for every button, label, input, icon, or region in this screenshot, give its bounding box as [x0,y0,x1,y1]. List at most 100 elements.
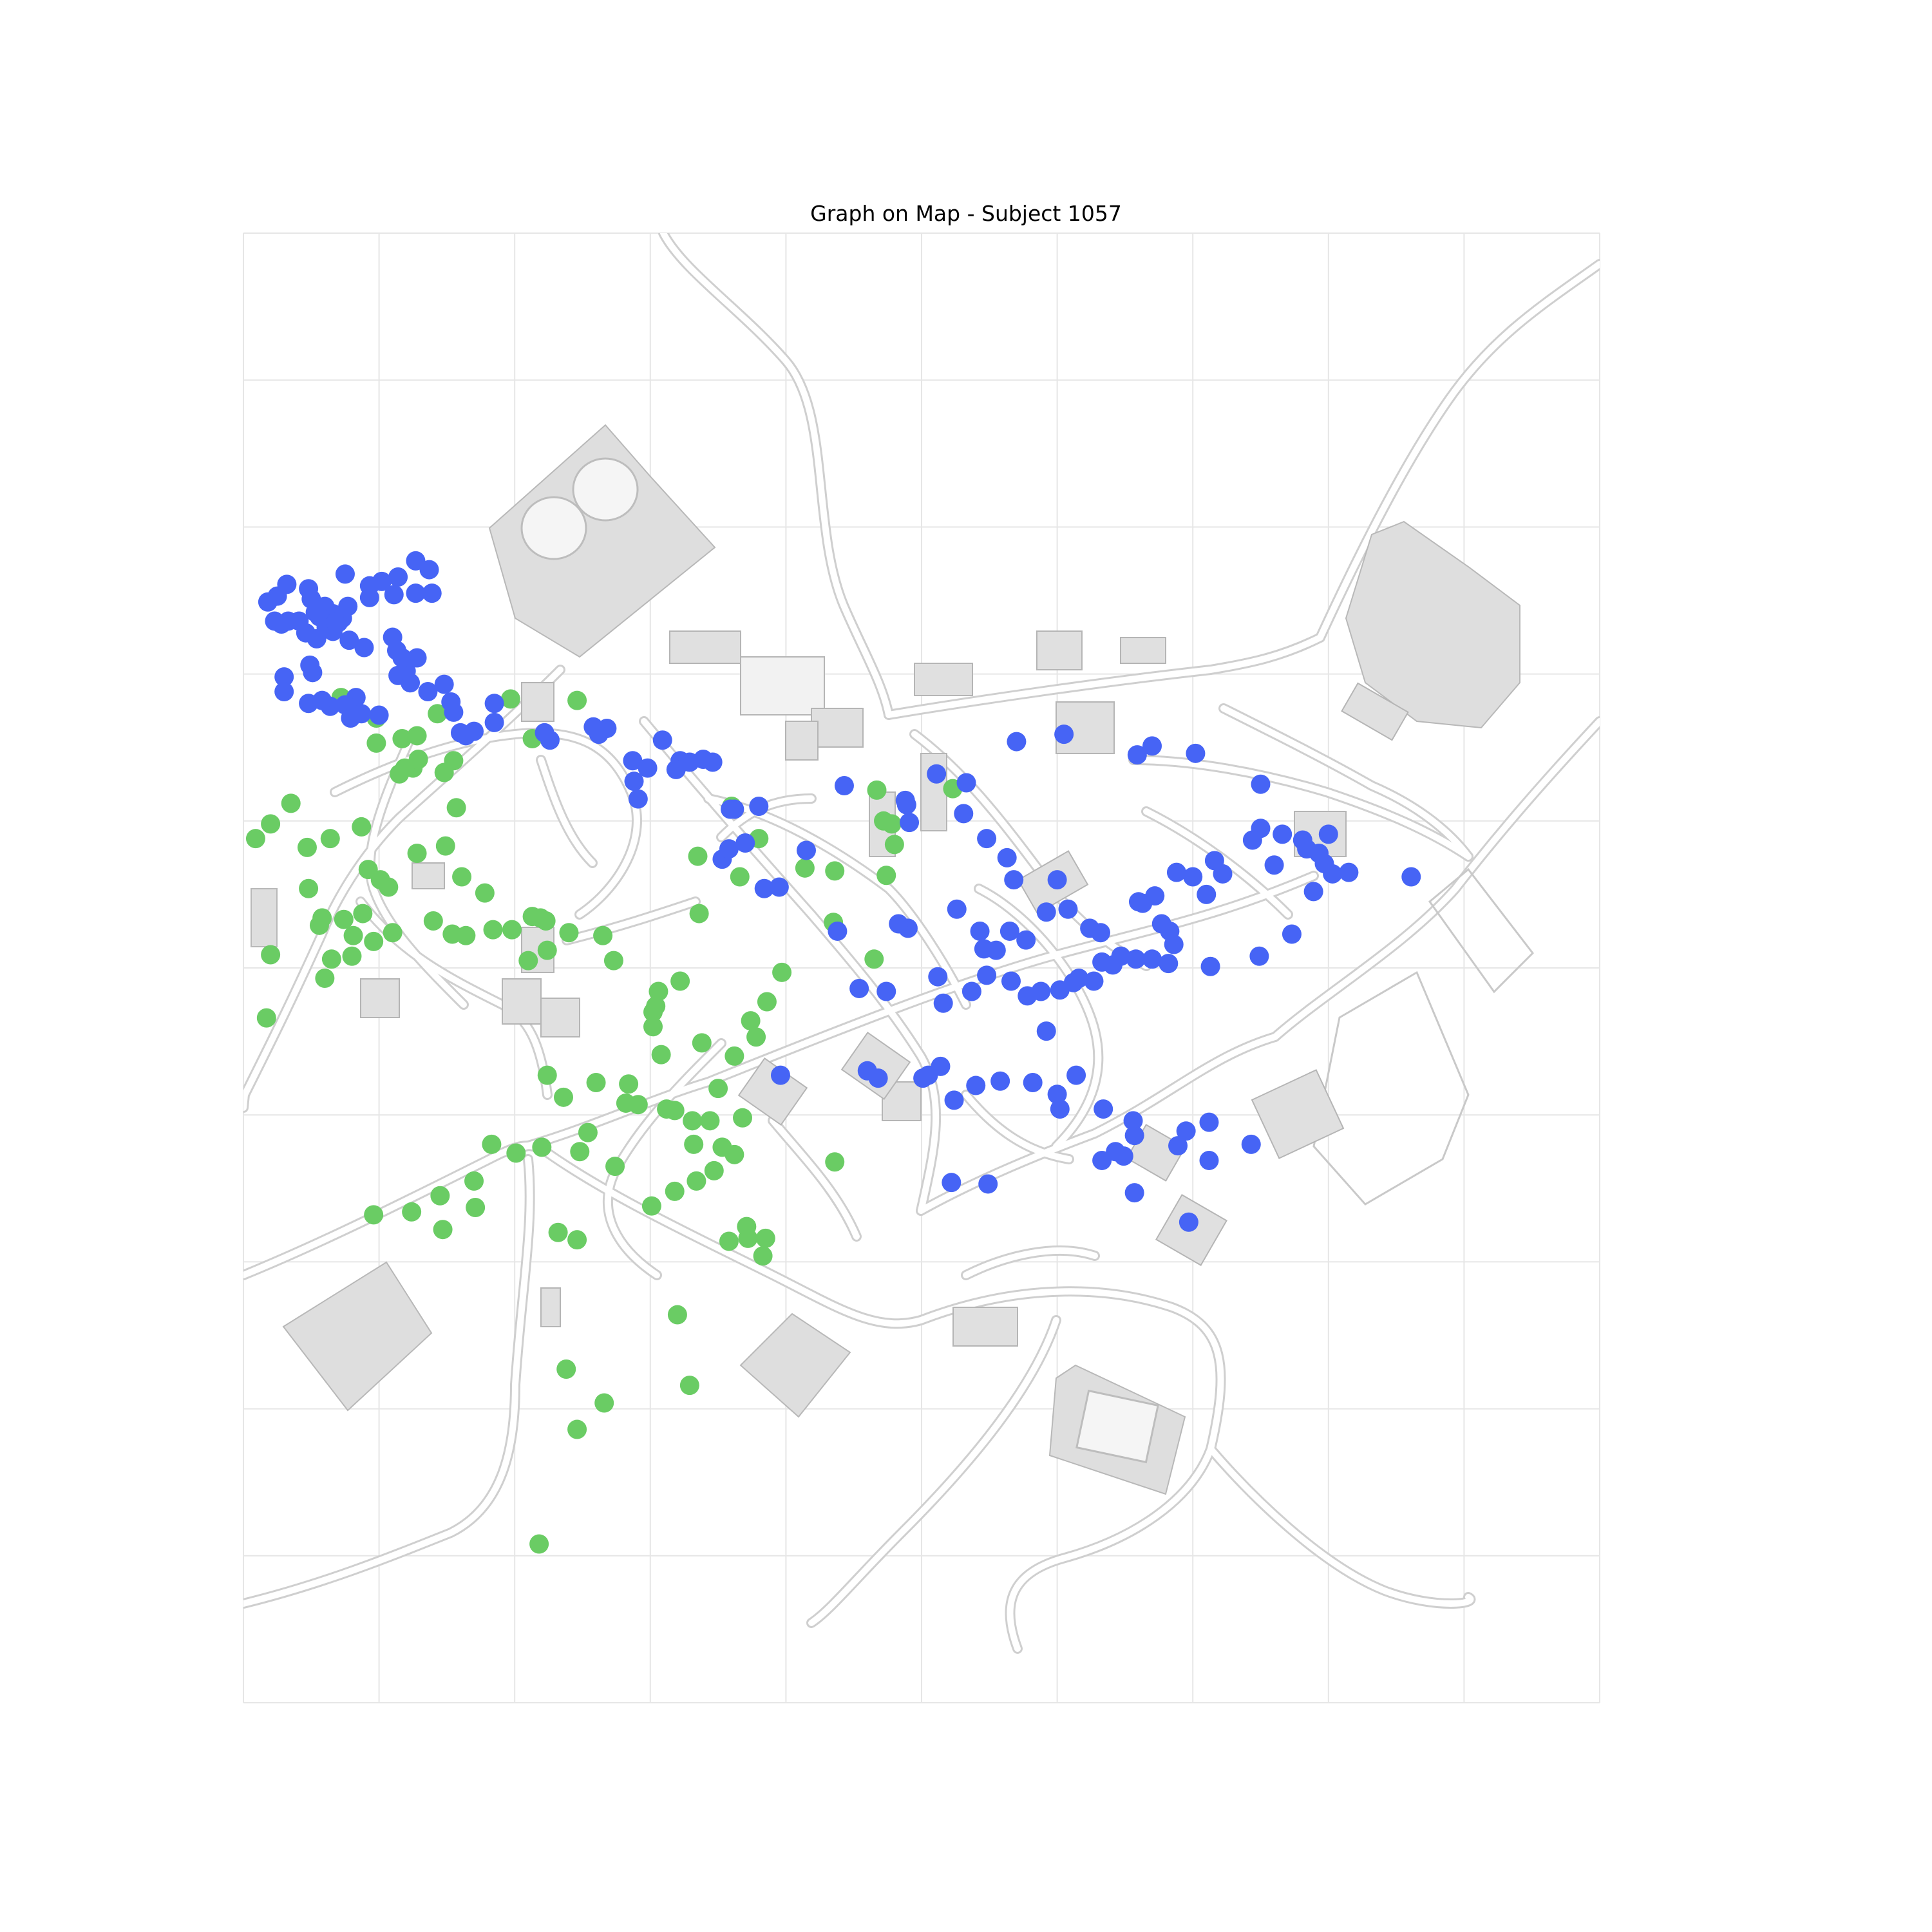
map-point [407,648,427,668]
map-point [755,1228,775,1248]
map-point [441,692,461,712]
map-point [689,904,709,923]
map-point [828,921,848,941]
map-point [1168,1136,1188,1156]
map-point [1318,824,1338,844]
map-point [1047,870,1067,890]
map-point [483,920,503,940]
map-point [335,564,355,584]
map-point [1199,1112,1219,1132]
map-point [1249,946,1269,966]
map-point [567,1419,587,1439]
map-point [482,1134,502,1154]
map-point [261,814,281,834]
map-point [1200,956,1220,976]
map-point [315,968,335,988]
map-point [928,967,948,987]
map-point [603,951,623,971]
map-point [638,758,658,778]
map-point [406,551,426,571]
map-point [649,981,668,1001]
map-point [464,1171,484,1191]
map-point [665,1101,685,1121]
map-point [1176,1121,1196,1141]
map-point [583,717,603,737]
map-point [719,839,739,859]
map-point [628,789,648,809]
map-point [1031,981,1051,1001]
map-point [874,811,894,831]
map-point [359,576,379,596]
map-point [1282,924,1302,944]
map-point [990,1071,1010,1091]
map-point [700,1111,720,1131]
map-point [896,795,916,815]
map-point [392,729,412,749]
map-point [334,909,354,929]
green-series [245,688,963,1554]
map-point [466,1197,486,1217]
map-point [338,596,358,616]
map-point [428,704,448,724]
map-point [1186,743,1206,763]
map-point [746,1027,766,1047]
map-point [1036,1021,1056,1041]
map-point [1204,851,1224,871]
map-point [1264,855,1284,875]
map-point [749,796,769,816]
map-point [1303,882,1323,902]
map-point [586,1072,606,1092]
map-point [383,923,402,943]
map-point [1242,830,1262,850]
map-point [712,1137,732,1157]
map-point [353,904,373,923]
map-point [518,951,538,971]
map-point [535,723,554,743]
map-point [1241,1134,1261,1154]
map-point [281,793,301,813]
base-map [243,233,1600,1654]
map-point [352,704,372,724]
map-point [321,949,341,969]
map-point [624,772,644,791]
map-point [456,925,476,945]
map-point [961,981,981,1001]
map-point [1126,949,1146,969]
map-point [704,1160,724,1180]
map-point [418,681,438,701]
map-point [274,667,294,687]
map-point [999,921,1019,941]
road [1270,716,1600,1042]
map-point [556,1359,576,1379]
map-point [1111,946,1131,966]
map-point [274,681,294,701]
map-point [1151,914,1171,934]
map-point [825,861,845,881]
map-point [1339,862,1359,882]
map-point [402,1202,422,1222]
map-point [735,833,755,853]
map-point [795,858,815,878]
map-point [297,837,317,857]
map-point [433,1220,453,1240]
road [1206,1444,1476,1609]
map-point [502,920,522,940]
map-point [422,583,442,603]
map-point [1183,867,1203,887]
map-point [1004,870,1024,890]
map-point [684,1134,704,1154]
map-point [559,923,579,943]
map-point [687,1171,706,1191]
map-point [719,1231,739,1251]
map-point [641,1196,661,1216]
map-point [679,752,699,772]
map-point [1054,724,1074,744]
map-point [435,836,455,856]
map-point [1127,745,1147,765]
courtyard [1075,1389,1159,1464]
map-point [708,1079,728,1099]
map-point [1314,853,1334,873]
map-point [500,689,520,709]
storage-tank [572,457,639,522]
map-point [772,962,792,982]
